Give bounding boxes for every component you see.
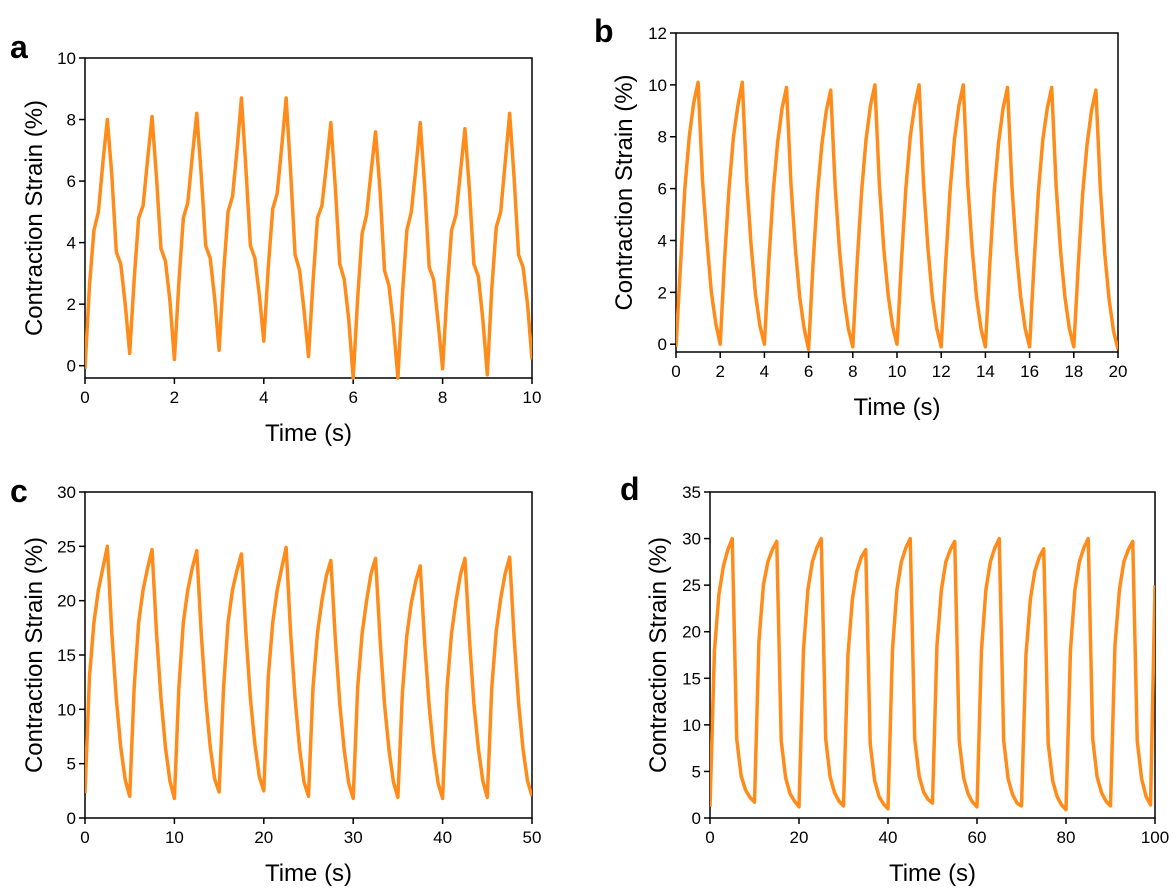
- y-tick-label: 0: [67, 809, 76, 828]
- panel-label: a: [10, 29, 28, 65]
- x-tick-label: 4: [259, 388, 268, 407]
- x-tick-label: 10: [165, 828, 184, 847]
- x-axis-title: Time (s): [889, 860, 976, 887]
- y-tick-label: 4: [658, 231, 667, 250]
- x-tick-label: 14: [976, 362, 995, 381]
- x-tick-label: 60: [968, 828, 987, 847]
- x-tick-label: 4: [760, 362, 769, 381]
- panel-label: b: [594, 13, 614, 49]
- x-tick-label: 20: [790, 828, 809, 847]
- y-axis-title: Contraction Strain (%): [645, 537, 672, 773]
- x-tick-label: 80: [1057, 828, 1076, 847]
- y-tick-label: 5: [692, 762, 701, 781]
- y-tick-label: 8: [658, 128, 667, 147]
- x-tick-label: 0: [80, 388, 89, 407]
- y-tick-label: 0: [692, 809, 701, 828]
- y-tick-label: 10: [648, 76, 667, 95]
- plot-frame: [84, 57, 533, 379]
- y-tick-label: 25: [57, 537, 76, 556]
- x-tick-label: 16: [1020, 362, 1039, 381]
- x-tick-label: 6: [804, 362, 813, 381]
- y-tick-label: 15: [57, 646, 76, 665]
- x-axis-title: Time (s): [853, 394, 940, 421]
- y-tick-label: 25: [682, 576, 701, 595]
- y-tick-label: 8: [67, 111, 76, 130]
- x-tick-label: 40: [879, 828, 898, 847]
- x-tick-label: 10: [888, 362, 907, 381]
- panel-label: d: [620, 471, 640, 507]
- y-tick-label: 10: [57, 49, 76, 68]
- y-tick-label: 4: [67, 234, 76, 253]
- x-tick-label: 40: [433, 828, 452, 847]
- x-axis-title: Time (s): [265, 860, 352, 887]
- y-tick-label: 6: [658, 180, 667, 199]
- data-line: [676, 80, 1118, 352]
- panel-label: c: [10, 473, 28, 509]
- y-tick-label: 2: [658, 283, 667, 302]
- y-tick-label: 30: [682, 530, 701, 549]
- x-tick-label: 0: [671, 362, 680, 381]
- y-tick-label: 30: [57, 483, 76, 502]
- x-tick-label: 20: [254, 828, 273, 847]
- y-tick-label: 15: [682, 669, 701, 688]
- y-tick-label: 0: [658, 335, 667, 354]
- y-axis-title: Contraction Strain (%): [611, 74, 638, 310]
- x-tick-label: 0: [80, 828, 89, 847]
- y-tick-label: 5: [67, 755, 76, 774]
- y-axis-title: Contraction Strain (%): [21, 100, 48, 336]
- y-tick-label: 0: [67, 357, 76, 376]
- x-tick-label: 2: [170, 388, 179, 407]
- x-tick-label: 20: [1109, 362, 1128, 381]
- data-line: [710, 536, 1155, 812]
- y-tick-label: 12: [648, 24, 667, 43]
- x-tick-label: 30: [344, 828, 363, 847]
- y-tick-label: 10: [57, 700, 76, 719]
- y-tick-label: 10: [682, 716, 701, 735]
- y-tick-label: 20: [57, 592, 76, 611]
- x-tick-label: 8: [848, 362, 857, 381]
- x-tick-label: 2: [715, 362, 724, 381]
- x-tick-label: 50: [523, 828, 542, 847]
- y-tick-label: 2: [67, 295, 76, 314]
- data-line: [85, 96, 532, 380]
- x-tick-label: 8: [438, 388, 447, 407]
- x-tick-label: 6: [348, 388, 357, 407]
- y-tick-label: 20: [682, 623, 701, 642]
- x-tick-label: 10: [523, 388, 542, 407]
- x-tick-label: 100: [1141, 828, 1169, 847]
- y-tick-label: 35: [682, 483, 701, 502]
- x-tick-label: 12: [932, 362, 951, 381]
- x-tick-label: 18: [1064, 362, 1083, 381]
- x-axis-title: Time (s): [265, 420, 352, 447]
- data-line: [85, 544, 532, 801]
- y-tick-label: 6: [67, 172, 76, 191]
- x-tick-label: 0: [705, 828, 714, 847]
- y-axis-title: Contraction Strain (%): [21, 537, 48, 773]
